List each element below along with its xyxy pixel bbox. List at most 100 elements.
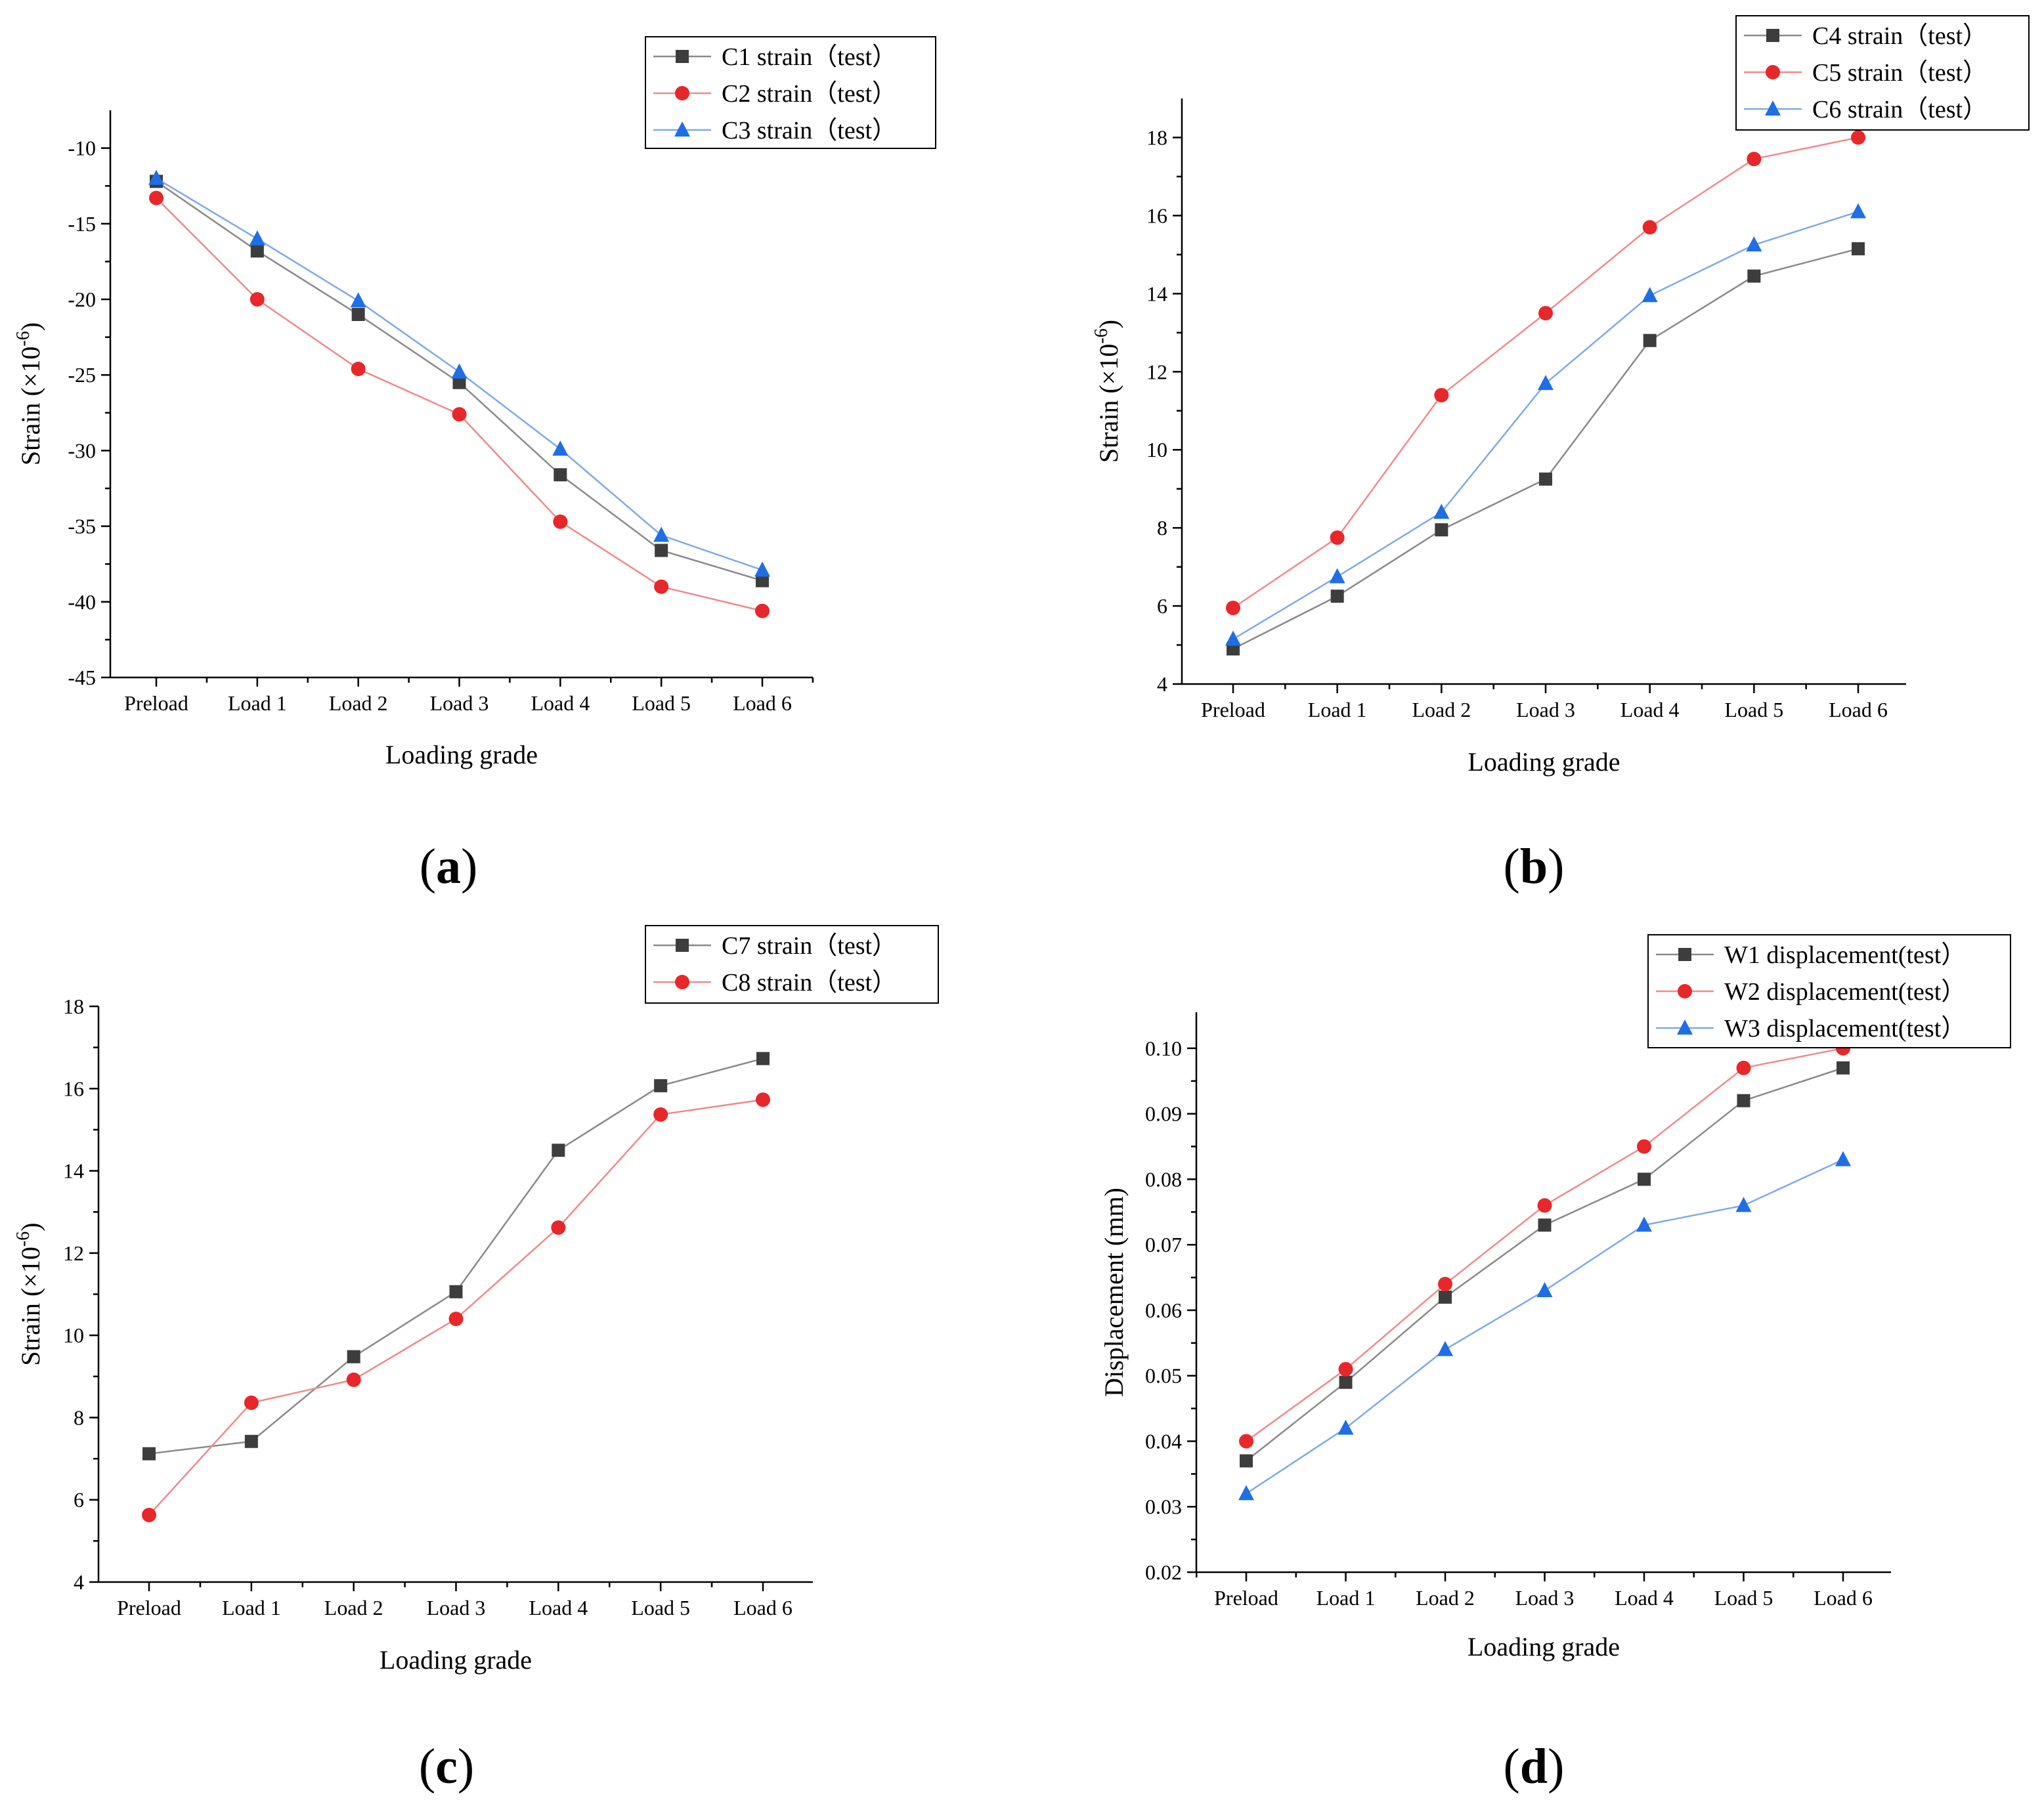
legend: C7 strain（test） C8 strain（test） [645, 925, 939, 1004]
data-point-series-1 [142, 1447, 156, 1461]
x-tick-label: Load 3 [1515, 1586, 1575, 1610]
y-tick-label: 0.09 [1145, 1102, 1182, 1126]
panel-label-open-paren: ( [1504, 839, 1520, 894]
y-tick-label: 16 [63, 1077, 84, 1100]
x-tick-label: Load 2 [1416, 1586, 1475, 1610]
data-point-series-2 [452, 407, 467, 422]
legend-label: W2 displacement(test） [1724, 978, 1966, 1006]
y-tick-label: -10 [68, 137, 96, 160]
y-tick-label: 10 [1146, 438, 1167, 461]
data-point-series-1 [1852, 242, 1865, 255]
x-tick-label: Preload [124, 691, 188, 715]
panel-label-close-paren: ) [1548, 839, 1564, 894]
data-point-series-1 [1439, 1290, 1452, 1304]
legend-marker [675, 86, 689, 100]
legend-marker [674, 121, 690, 137]
data-point-series-3 [1433, 504, 1450, 519]
y-tick-label: -15 [68, 212, 96, 236]
x-tick-label: Load 1 [222, 1596, 281, 1619]
data-point-series-2 [346, 1372, 361, 1387]
data-point-series-2 [1747, 152, 1762, 167]
data-point-series-2 [1226, 601, 1240, 616]
data-point-series-3 [754, 561, 770, 577]
x-axis-title: Loading grade [1468, 747, 1620, 777]
legend-marker [1766, 29, 1779, 42]
data-point-series-1 [1538, 1218, 1552, 1232]
y-tick-label: 0.04 [1145, 1429, 1182, 1453]
y-axis-title-main: Strain (×10 [1094, 344, 1123, 463]
panel-label-letter: b [1520, 839, 1548, 894]
data-point-series-1 [452, 375, 466, 389]
y-axis-title-end: ) [16, 322, 45, 331]
x-tick-label: Load 3 [1516, 698, 1575, 721]
x-tick-label: Load 4 [529, 1596, 588, 1619]
y-tick-label: -30 [68, 439, 96, 462]
y-tick-label: 16 [1146, 204, 1167, 227]
data-point-series-2 [1736, 1060, 1751, 1075]
y-axis-title-superscript: -6 [13, 331, 33, 346]
data-point-series-2 [756, 1092, 770, 1107]
legend-marker [676, 50, 689, 63]
data-point-series-2 [1637, 1139, 1651, 1154]
y-tick-label: -25 [68, 363, 96, 387]
data-point-series-1 [1330, 589, 1344, 603]
y-tick-label: 4 [74, 1570, 84, 1594]
panel-c-strain-chart: 4 6 8 10 12 14 16 18 Preload Load 1 Load 2 Load 3 Lo… [13, 925, 939, 1794]
x-tick-label: Load 2 [329, 691, 388, 715]
y-tick-label: 8 [1157, 516, 1167, 540]
data-point-series-1 [1539, 472, 1552, 486]
panel-label: (a) [420, 839, 478, 894]
x-tick-label: Load 4 [1615, 1586, 1674, 1610]
data-point-series-2 [553, 514, 568, 529]
panel-label-close-paren: ) [1548, 1739, 1564, 1794]
data-point-series-2 [1851, 130, 1865, 145]
y-tick-label: 18 [63, 995, 84, 1018]
legend-marker [1765, 100, 1781, 116]
data-point-series-1 [552, 1144, 565, 1157]
x-tick-label: Load 1 [1316, 1586, 1376, 1610]
data-point-series-3 [1238, 1485, 1254, 1501]
data-point-series-3 [1735, 1197, 1752, 1212]
x-tick-label: Load 1 [228, 691, 287, 715]
data-point-series-3 [552, 440, 569, 456]
y-axis-title: Displacement (mm) [1099, 1188, 1129, 1397]
panel-d-displacement-chart: 0.02 0.03 0.04 0.05 0.06 0.07 0.08 0.09 0.10 Prel… [1099, 934, 2011, 1794]
x-tick-label: Load 6 [733, 1596, 793, 1619]
legend-label: C6 strain（test） [1812, 96, 1988, 123]
data-point-series-3 [1835, 1151, 1851, 1167]
data-point-series-3 [1329, 568, 1345, 584]
y-tick-label: 4 [1157, 672, 1167, 696]
data-point-series-1 [756, 574, 769, 588]
y-tick-label: 12 [1146, 360, 1167, 383]
data-point-series-1 [449, 1285, 463, 1298]
panel-label-open-paren: ( [419, 1739, 435, 1794]
data-point-series-1 [1339, 1375, 1353, 1389]
data-point-series-1 [1737, 1094, 1750, 1107]
data-point-series-2 [1642, 220, 1657, 235]
data-point-series-1 [347, 1350, 360, 1363]
x-tick-label: Load 6 [733, 691, 792, 715]
legend-marker [676, 939, 689, 952]
data-point-series-2 [653, 1107, 668, 1122]
y-tick-label: -35 [68, 515, 96, 538]
y-tick-label: 0.07 [1145, 1233, 1182, 1256]
y-tick-label: 10 [63, 1323, 84, 1347]
panel-a-strain-chart: -45 -40 -35 -30 -25 -20 -15 -10 Preload Load 1 Loa… [13, 36, 936, 894]
x-tick-label: Preload [117, 1596, 181, 1619]
data-point-series-3 [1225, 630, 1241, 646]
data-point-series-3 [350, 292, 366, 308]
y-axis-title-main: Strain (×10 [16, 1247, 45, 1365]
y-tick-label: -40 [68, 590, 96, 614]
panel-label: (b) [1504, 839, 1565, 894]
y-axis-title-main: Strain (×10 [16, 347, 45, 465]
y-tick-label: 8 [74, 1405, 84, 1429]
data-point-series-3 [249, 230, 265, 246]
data-point-series-3 [1538, 375, 1554, 391]
data-point-series-1 [244, 1434, 258, 1448]
data-point-series-3 [653, 526, 670, 542]
x-tick-label: Load 3 [427, 1596, 486, 1619]
data-point-series-1 [1435, 523, 1448, 537]
y-axis-title-superscript: -6 [1091, 328, 1112, 343]
y-axis-title-end: ) [1094, 320, 1123, 328]
